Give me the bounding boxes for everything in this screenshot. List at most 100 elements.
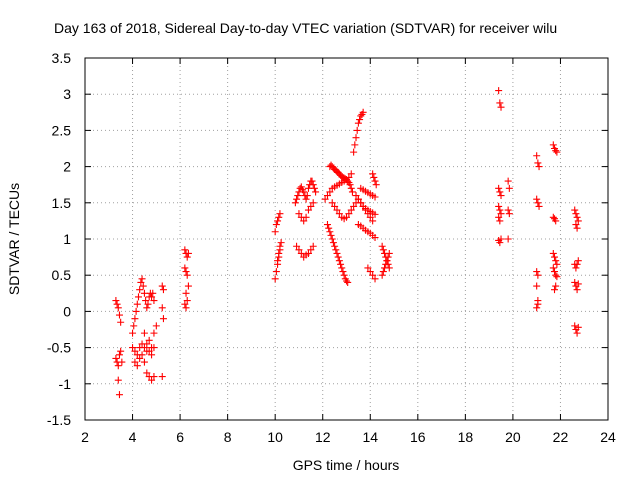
data-point [496, 206, 504, 214]
data-point [294, 192, 302, 200]
series-cluster-i [378, 242, 393, 279]
data-point [573, 224, 581, 232]
data-point [321, 195, 329, 203]
data-point [357, 112, 365, 120]
data-point [309, 181, 317, 189]
data-point [332, 246, 340, 254]
data-point [297, 249, 305, 257]
data-point [309, 199, 317, 207]
data-point [347, 184, 355, 192]
data-point [551, 253, 559, 261]
data-point [371, 210, 379, 218]
data-point [338, 264, 346, 272]
data-point [302, 195, 310, 203]
data-point [497, 103, 505, 111]
data-point [495, 202, 503, 210]
data-point [533, 268, 541, 276]
data-point [495, 184, 503, 192]
data-point [304, 206, 312, 214]
data-point [271, 275, 279, 283]
data-point [333, 249, 341, 257]
data-point [183, 271, 191, 279]
series-cluster-d [181, 246, 192, 312]
data-point [308, 177, 316, 185]
data-point [276, 242, 284, 250]
data-point [551, 268, 559, 276]
x-tick-label: 14 [362, 429, 378, 445]
data-point [129, 329, 137, 337]
data-point [495, 213, 503, 221]
data-point [159, 315, 167, 323]
data-point [112, 354, 120, 362]
data-point [370, 173, 378, 181]
data-point [138, 275, 146, 283]
data-point [329, 239, 337, 247]
data-point [312, 188, 320, 196]
series-cluster-b [129, 275, 160, 384]
data-point [181, 300, 189, 308]
data-point [295, 246, 303, 254]
data-point [379, 246, 387, 254]
data-point [140, 329, 148, 337]
data-point [139, 282, 147, 290]
data-point [343, 277, 350, 285]
data-point [148, 293, 156, 301]
data-point [152, 322, 160, 330]
data-point [335, 210, 343, 218]
data-point [142, 297, 150, 305]
data-point [535, 202, 543, 210]
axis-ticks: 2 4 6 8 10 12 14 16 18 20 22 24-1.5-1-0.500.511.522… [47, 50, 616, 445]
data-point [350, 148, 358, 156]
y-tick-label: 2 [63, 159, 71, 175]
data-point [572, 221, 580, 229]
data-point [158, 304, 166, 312]
data-point [327, 231, 335, 239]
data-point [140, 289, 148, 297]
data-point [356, 116, 364, 124]
data-point [117, 318, 125, 326]
series-cluster-j [495, 87, 513, 247]
data-point [323, 192, 331, 200]
data-point [549, 213, 557, 221]
data-point [333, 206, 341, 214]
data-point [295, 210, 303, 218]
data-point [158, 373, 166, 381]
data-point [385, 264, 393, 272]
y-axis-label: SDTVAR / TECUs [6, 183, 22, 295]
data-point [350, 202, 358, 210]
data-point [310, 184, 318, 192]
data-point [114, 304, 122, 312]
data-point [132, 307, 140, 315]
data-point [533, 152, 541, 160]
data-point [571, 322, 579, 330]
data-point [504, 177, 512, 185]
data-point [574, 217, 582, 225]
data-point [573, 260, 581, 268]
data-point [378, 271, 386, 279]
data-point [378, 242, 386, 250]
data-point [277, 239, 285, 247]
data-point [304, 184, 312, 192]
data-point [131, 315, 139, 323]
data-point [140, 344, 148, 352]
data-point [136, 354, 144, 362]
data-point [134, 293, 142, 301]
data-point [184, 282, 192, 290]
data-point [534, 300, 542, 308]
data-point [496, 217, 504, 225]
data-point [143, 369, 151, 377]
data-point [573, 286, 581, 294]
data-point [371, 177, 379, 185]
data-point [182, 289, 190, 297]
series-cluster-k [533, 152, 543, 312]
data-point [143, 304, 151, 312]
x-tick-label: 10 [267, 429, 283, 445]
x-tick-label: 24 [600, 429, 616, 445]
data-point [574, 257, 582, 265]
data-point [534, 271, 542, 279]
data-point [497, 210, 505, 218]
data-point [150, 373, 158, 381]
data-point [371, 234, 379, 242]
data-point [381, 249, 389, 257]
series-cluster-l [549, 141, 561, 294]
